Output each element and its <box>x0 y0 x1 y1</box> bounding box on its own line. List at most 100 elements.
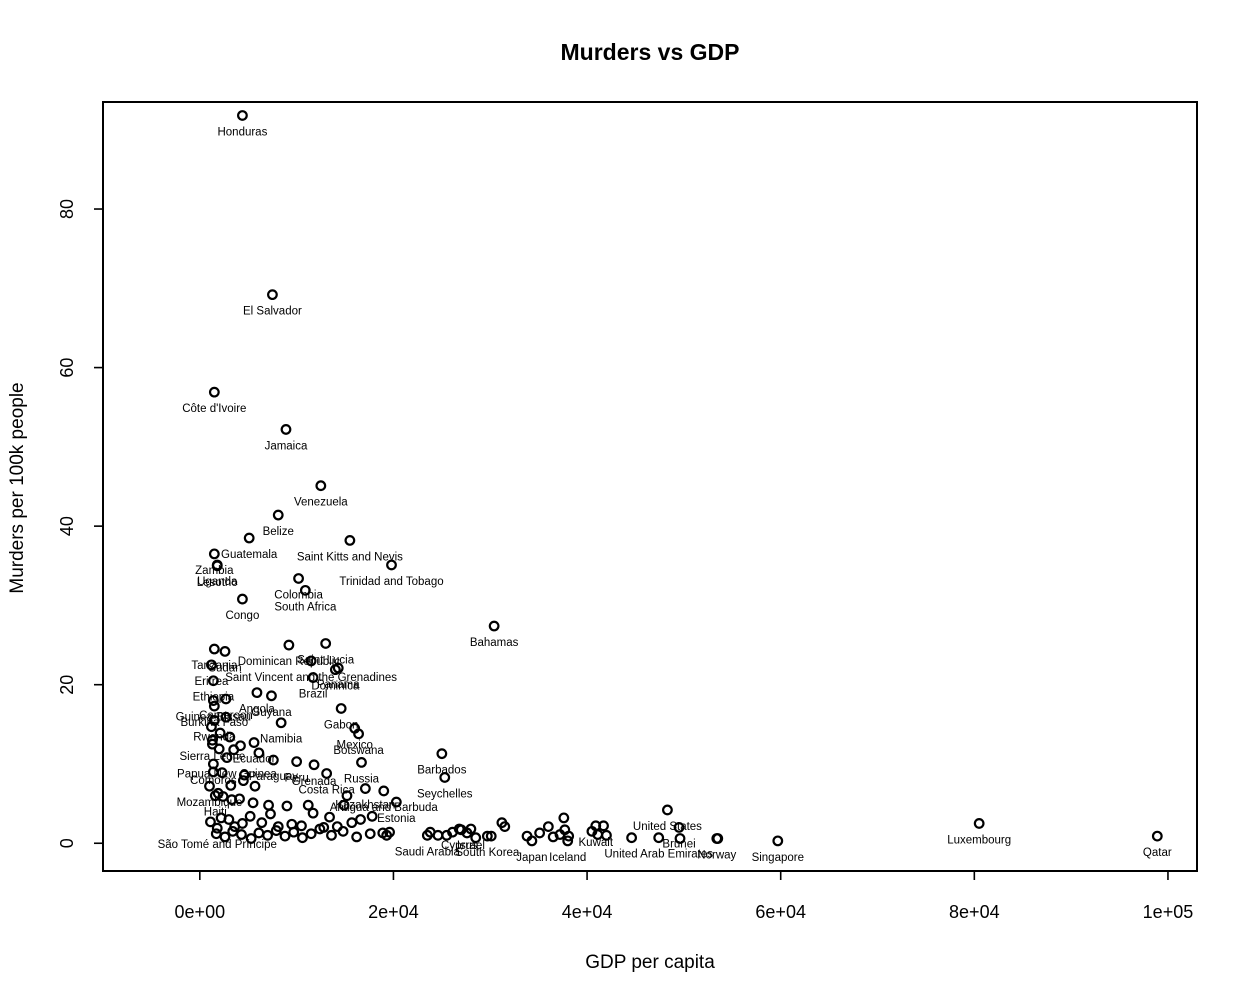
data-point <box>973 818 985 829</box>
data-point <box>359 783 371 794</box>
data-point <box>291 756 303 767</box>
data-point <box>265 808 276 820</box>
data-point <box>237 775 249 787</box>
point-label: Ecuador <box>233 754 276 766</box>
data-point <box>275 717 287 729</box>
data-point <box>236 829 247 840</box>
y-axis-title: Murders per 100k people <box>7 382 28 593</box>
data-point <box>263 799 274 811</box>
data-point <box>439 772 451 783</box>
chart-title: Murders vs GDP <box>561 39 740 65</box>
data-point <box>208 643 220 655</box>
data-point <box>601 829 612 841</box>
point-label: Namibia <box>260 734 303 746</box>
data-point <box>221 752 233 764</box>
point-label: Eritrea <box>194 676 228 688</box>
point-label: Saint Lucia <box>297 654 355 666</box>
data-point <box>207 758 219 770</box>
point-label: Colombia <box>274 589 323 601</box>
data-point <box>302 799 314 811</box>
point-label: São Tomé and Príncipe <box>158 839 277 851</box>
data-point <box>237 110 248 121</box>
data-point <box>499 821 511 833</box>
data-point <box>299 584 311 596</box>
point-label: Antigua and Barbuda <box>330 802 439 814</box>
data-point <box>335 703 347 714</box>
data-point <box>223 814 235 825</box>
data-point <box>326 829 337 841</box>
data-point <box>238 769 250 781</box>
x-tick-label: 2e+04 <box>368 902 419 922</box>
point-label: Dominica <box>311 681 360 693</box>
data-point <box>256 817 268 829</box>
data-point <box>346 817 358 829</box>
data-point <box>590 820 602 832</box>
point-label: Comoros <box>190 775 237 787</box>
data-point <box>220 711 232 723</box>
point-label: Zambia <box>195 565 234 577</box>
data-point <box>234 793 245 805</box>
data-point <box>332 662 344 674</box>
point-label: Russia <box>344 773 380 785</box>
data-point <box>390 796 402 808</box>
data-point <box>249 780 261 792</box>
point-label: Dominican Republic <box>238 656 341 668</box>
point-label: South Korea <box>455 847 520 859</box>
data-point <box>209 790 221 802</box>
data-point <box>227 825 239 837</box>
data-point <box>219 831 231 843</box>
data-point <box>293 573 304 584</box>
y-tick-label: 80 <box>57 199 77 219</box>
data-point <box>558 812 570 824</box>
point-label: Trinidad and Tobago <box>339 576 443 588</box>
data-point <box>338 799 350 811</box>
point-label: Guyana <box>251 707 292 719</box>
data-point <box>266 690 277 702</box>
point-label: Gabon <box>324 719 359 731</box>
point-label: Guinea-Bissau <box>176 712 251 724</box>
data-point <box>526 835 538 847</box>
data-point <box>314 823 326 835</box>
point-label: Lesotho <box>197 577 238 589</box>
x-axis-title: GDP per capita <box>585 952 715 973</box>
data-point <box>206 659 217 671</box>
data-point <box>214 727 226 739</box>
data-point <box>485 830 497 842</box>
data-point <box>563 830 575 842</box>
data-point <box>470 832 482 844</box>
point-label: Mozambique <box>177 797 243 809</box>
point-label: Qatar <box>1143 847 1172 859</box>
y-tick-label: 40 <box>57 516 77 536</box>
data-point <box>297 832 308 844</box>
y-axis: 0 20 40 60 80 <box>57 199 104 848</box>
data-point <box>205 816 216 828</box>
point-label: Kuwait <box>579 837 614 849</box>
point-label: Kazakhstan <box>335 800 395 812</box>
data-point <box>355 814 366 825</box>
point-label: Venezuela <box>294 497 348 509</box>
point-label: Ethiopia <box>193 692 235 704</box>
data-point <box>542 821 554 833</box>
point-label: Honduras <box>217 126 267 138</box>
point-label: Sudan <box>208 662 241 674</box>
data-point <box>283 639 295 651</box>
point-label: United States <box>633 821 702 833</box>
point-label: Belize <box>263 526 294 538</box>
data-point <box>245 833 257 844</box>
data-point <box>351 831 363 843</box>
point-label: Luxembourg <box>947 834 1011 846</box>
data-point <box>381 829 393 841</box>
data-point <box>288 826 300 838</box>
data-point <box>674 833 686 844</box>
point-label: Panama <box>317 679 360 691</box>
data-point <box>253 827 265 839</box>
data-point <box>386 559 397 571</box>
x-axis: 0e+00 2e+04 4e+04 6e+04 8e+04 1e+05 <box>175 870 1193 922</box>
data-point <box>378 785 390 797</box>
data-point <box>207 675 219 687</box>
point-label: Angola <box>239 704 275 716</box>
data-point <box>247 797 259 809</box>
data-point <box>772 835 784 847</box>
point-label: Costa Rica <box>299 784 356 796</box>
